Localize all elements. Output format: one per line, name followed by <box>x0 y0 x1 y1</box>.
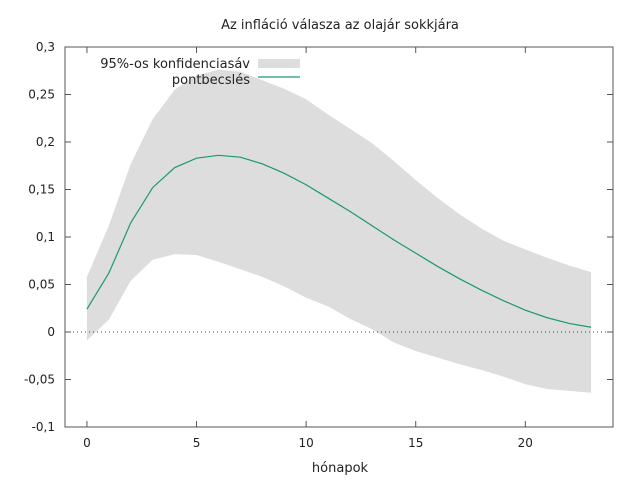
y-tick-label: 0,1 <box>36 230 55 244</box>
legend: 95%-os konfidenciasáv pontbecslés <box>100 57 300 88</box>
legend-label-band: 95%-os konfidenciasáv <box>100 57 250 72</box>
y-tick-label: 0,05 <box>28 278 55 292</box>
confidence-band-layer <box>86 69 592 393</box>
x-tick-label: 15 <box>408 436 423 450</box>
x-tick-label: 20 <box>518 436 533 450</box>
y-axis-ticks: -0,1 -0,05 0 0,05 0,1 0,15 0,2 0,25 0,3 <box>24 40 613 434</box>
x-tick-label: 10 <box>298 436 313 450</box>
point-estimate-layer <box>86 154 592 328</box>
y-tick-label: -0,05 <box>24 373 55 387</box>
y-tick-label: 0 <box>47 325 55 339</box>
x-tick-label: 0 <box>83 436 91 450</box>
y-tick-label: 0,25 <box>28 88 55 102</box>
y-tick-label: -0,1 <box>32 420 55 434</box>
x-tick-label: 5 <box>193 436 201 450</box>
legend-label-line: pontbecslés <box>172 73 250 88</box>
y-tick-label: 0,2 <box>36 135 55 149</box>
x-axis-ticks: 0 5 10 15 20 <box>83 47 533 450</box>
chart-title: Az infláció válasza az olajár sokkjára <box>221 18 459 33</box>
y-tick-label: 0,15 <box>28 183 55 197</box>
y-tick-label: 0,3 <box>36 40 55 54</box>
confidence-band <box>86 69 592 393</box>
point-estimate-line <box>86 154 592 328</box>
legend-swatch-band <box>258 59 300 68</box>
x-axis-label: hónapok <box>312 461 369 476</box>
